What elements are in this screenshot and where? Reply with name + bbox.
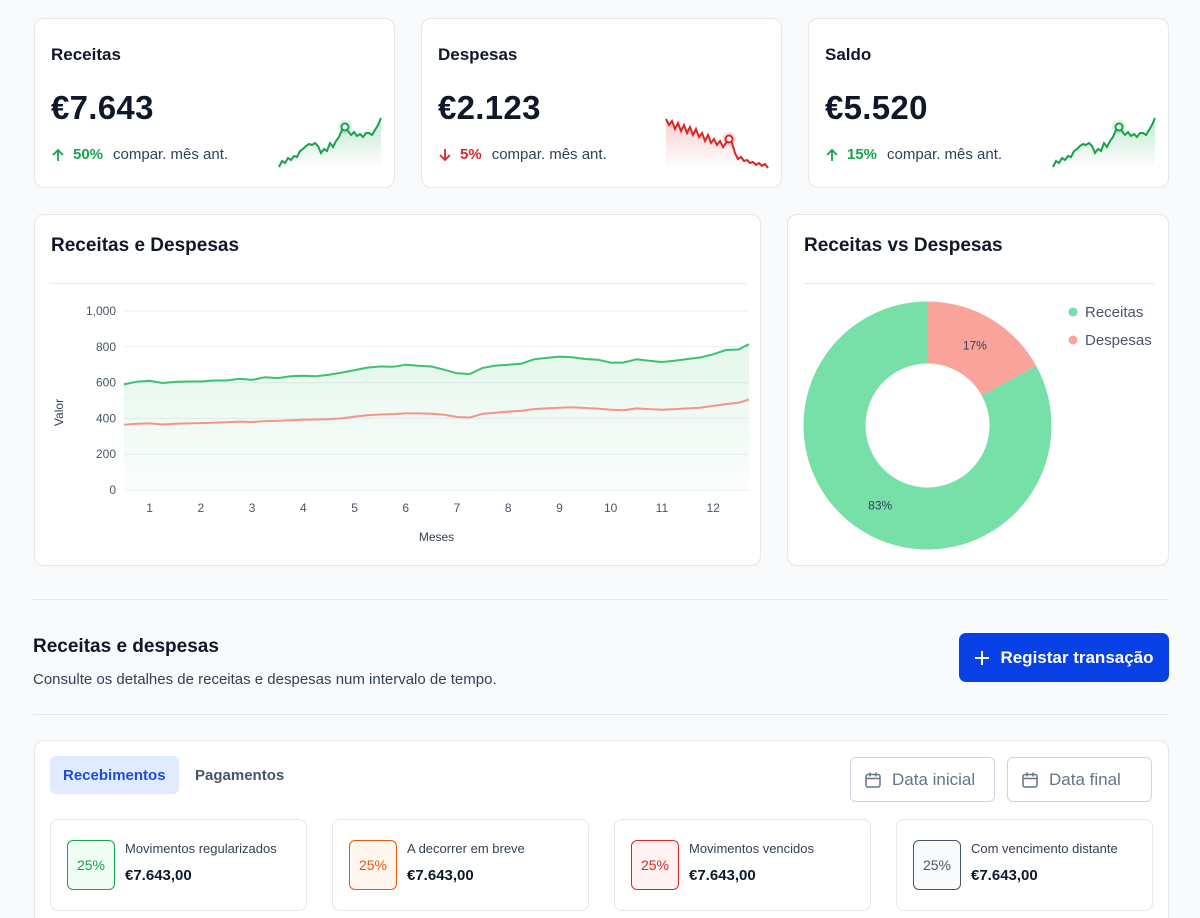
x-axis-title: Meses: [419, 530, 454, 544]
stat-amount: €7.643,00: [407, 867, 474, 884]
donut-chart-card: Receitas vs Despesas 17% 83% Receitas Despe…: [787, 214, 1169, 566]
start-date-field[interactable]: Data inicial: [850, 757, 995, 802]
y-tick-label: 1,000: [86, 304, 116, 318]
stat-label: Com vencimento distante: [971, 841, 1118, 856]
section-title: Receitas e despesas: [33, 636, 219, 657]
x-tick-label: 10: [604, 501, 618, 515]
x-tick-label: 9: [556, 501, 563, 515]
kpi-delta: 15% compar. mês ant.: [825, 146, 1002, 163]
start-date-placeholder: Data inicial: [892, 769, 976, 789]
stat-percent-badge: 25%: [631, 840, 679, 890]
stat-percent-badge: 25%: [67, 840, 115, 890]
kpi-title: Receitas: [51, 45, 121, 64]
kpi-value: €7.643: [51, 89, 154, 126]
stat-card-regularizados: 25% Movimentos regularizados €7.643,00: [50, 819, 307, 911]
divider: [51, 283, 746, 284]
y-tick-label: 800: [96, 340, 116, 354]
kpi-compare-label: compar. mês ant.: [491, 146, 607, 163]
stat-amount: €7.643,00: [971, 867, 1038, 884]
despesas-sparkline: [665, 118, 769, 169]
kpi-delta: 5% compar. mês ant.: [438, 146, 607, 163]
register-transaction-label: Registar transação: [1000, 647, 1154, 667]
slice-label: 83%: [868, 499, 892, 513]
x-tick-label: 7: [454, 501, 461, 515]
x-tick-label: 12: [706, 501, 720, 515]
x-tick-label: 3: [249, 501, 256, 515]
stat-percent-badge: 25%: [913, 840, 961, 890]
end-date-field[interactable]: Data final: [1007, 757, 1152, 802]
series-area: [124, 344, 749, 490]
donut-chart-title: Receitas vs Despesas: [804, 235, 1003, 256]
end-date-placeholder: Data final: [1049, 769, 1121, 789]
stat-card-decorrer: 25% A decorrer em breve €7.643,00: [332, 819, 589, 911]
section-subtitle: Consulte os detalhes de receitas e despe…: [33, 671, 497, 688]
stat-label: A decorrer em breve: [407, 841, 525, 856]
x-tick-label: 1: [146, 501, 153, 515]
x-tick-label: 6: [402, 501, 409, 515]
kpi-card-saldo: Saldo €5.520 15% compar. mês ant.: [808, 18, 1169, 188]
kpi-value: €2.123: [438, 89, 541, 126]
x-tick-label: 8: [505, 501, 512, 515]
arrow-up-icon: [52, 148, 64, 161]
y-axis-title: Valor: [52, 399, 66, 426]
kpi-compare-label: compar. mês ant.: [113, 146, 229, 163]
divider: [804, 283, 1154, 284]
receitas-slice: [803, 301, 1052, 550]
kpi-delta-value: 5%: [460, 146, 482, 163]
kpi-delta-value: 15%: [847, 146, 878, 163]
arrow-down-icon: [439, 148, 451, 161]
stat-percent-badge: 25%: [349, 840, 397, 890]
kpi-delta-value: 50%: [73, 146, 104, 163]
kpi-card-receitas: Receitas €7.643 50% compar. mês ant.: [34, 18, 395, 188]
donut-chart: 17% 83% Receitas Despesas: [803, 301, 1152, 550]
tab-pagamentos[interactable]: Pagamentos: [195, 766, 285, 784]
receitas-line: [123, 343, 750, 386]
stat-label: Movimentos vencidos: [689, 841, 814, 856]
kpi-card-despesas: Despesas €2.123 5% compar. mês ant.: [421, 18, 782, 188]
stat-card-vencidos: 25% Movimentos vencidos €7.643,00: [614, 819, 871, 911]
despesas-slice: [927, 301, 1037, 396]
stat-amount: €7.643,00: [689, 867, 756, 884]
kpi-value: €5.520: [825, 89, 928, 126]
saldo-sparkline: [1052, 117, 1156, 169]
kpi-delta: 50% compar. mês ant.: [51, 146, 228, 163]
calendar-icon: [1022, 772, 1038, 788]
legend-swatch: [1068, 307, 1078, 317]
x-tick-label: 4: [300, 501, 307, 515]
slice-label: 17%: [963, 338, 987, 352]
y-tick-label: 400: [96, 411, 116, 425]
y-tick-label: 0: [109, 483, 116, 497]
section-divider: [33, 714, 1169, 715]
line-chart-card: Receitas e Despesas 0 200 400 600 800 1,000 1 2…: [34, 214, 761, 566]
tab-recebimentos[interactable]: Recebimentos: [50, 756, 179, 794]
y-tick-label: 600: [96, 376, 116, 390]
legend-swatch: [1068, 335, 1078, 345]
line-chart-title: Receitas e Despesas: [51, 235, 240, 256]
receitas-sparkline: [278, 117, 382, 169]
y-tick-label: 200: [96, 447, 116, 461]
kpi-title: Despesas: [438, 45, 518, 64]
plus-icon: [975, 650, 990, 665]
kpi-compare-label: compar. mês ant.: [887, 146, 1003, 163]
despesas-line: [123, 398, 750, 426]
x-tick-label: 11: [656, 501, 669, 515]
legend-label: Receitas: [1085, 304, 1143, 321]
kpi-title: Saldo: [825, 45, 872, 64]
calendar-icon: [865, 772, 881, 788]
section-divider: [33, 599, 1169, 600]
legend-label: Despesas: [1085, 332, 1152, 349]
stat-card-distante: 25% Com vencimento distante €7.643,00: [896, 819, 1153, 911]
stat-label: Movimentos regularizados: [125, 841, 277, 856]
stat-amount: €7.643,00: [125, 867, 192, 884]
x-tick-label: 2: [198, 501, 205, 515]
x-tick-label: 5: [351, 501, 358, 515]
register-transaction-button[interactable]: Registar transação: [959, 633, 1169, 682]
arrow-up-icon: [826, 148, 838, 161]
